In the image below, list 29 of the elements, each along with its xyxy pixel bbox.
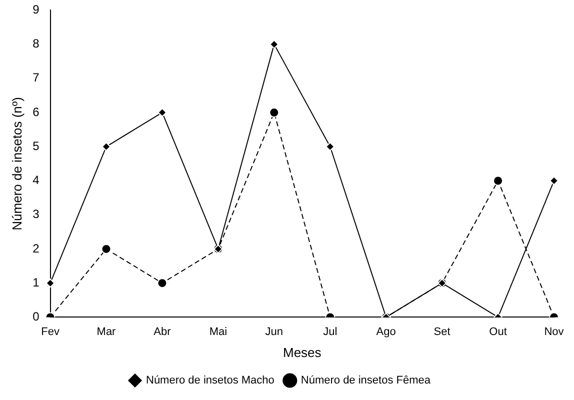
x-tick-label: Mar [96,326,116,338]
legend-label: Número de insetos Macho [146,374,274,387]
point [157,278,168,288]
x-tick-label: Nov [544,326,564,338]
y-tick-label: 3 [32,207,40,222]
x-axis-title: Meses [282,344,322,360]
x-tick-label: Fev [41,326,60,338]
point [269,108,280,118]
point [101,244,112,254]
y-tick-label: 5 [32,138,40,153]
x-tick-label: Set [434,326,450,338]
x-tick-label: Jun [265,326,284,338]
y-tick-label: 8 [32,36,40,51]
point [493,176,504,186]
x-tick-label: Jul [323,326,338,338]
y-tick-label: 0 [32,310,40,324]
y-tick-label: 9 [32,2,40,17]
y-tick-label: 7 [32,70,40,85]
legend-label: Número de insetos Fêmea [300,374,432,387]
y-axis-title: Número de insetos (nº) [9,97,24,230]
x-tick-label: Ago [376,326,396,338]
point [102,142,111,152]
y-tick-label: 6 [32,104,40,119]
x-tick-label: Mai [209,326,228,338]
y-tick-label: 1 [32,275,40,290]
x-tick-label: Out [489,326,507,338]
y-tick-label: 4 [32,173,40,188]
x-tick-label: Abr [154,326,172,338]
y-tick-label: 2 [32,241,40,256]
